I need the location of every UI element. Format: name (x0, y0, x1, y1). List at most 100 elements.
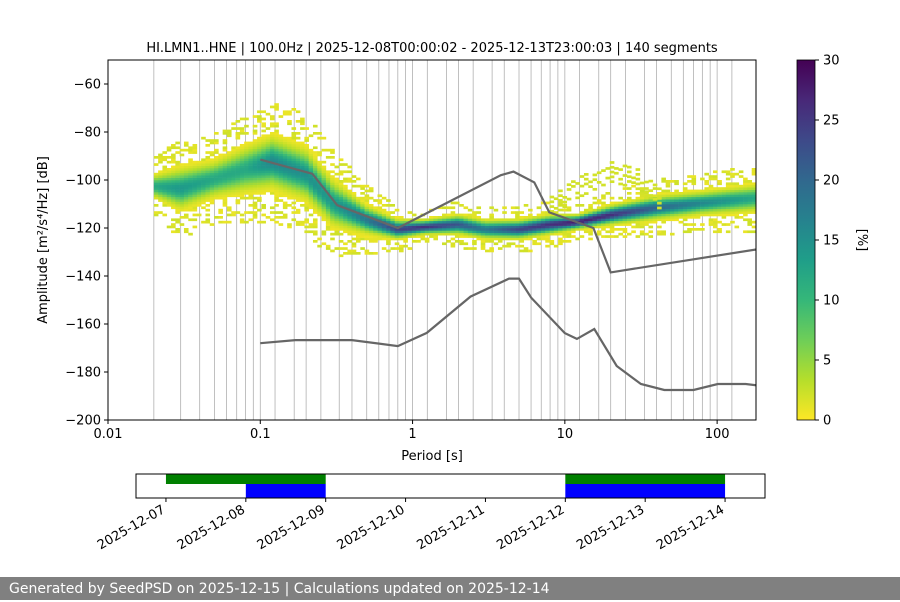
heatmap-cell (467, 208, 473, 212)
heatmap-cell (209, 139, 215, 142)
heatmap-cell (239, 220, 245, 224)
heatmap-cell (691, 216, 697, 219)
heatmap-cell (510, 228, 516, 231)
heatmap-cell (704, 206, 709, 210)
heatmap-cell (592, 225, 598, 229)
heatmap-cell (562, 235, 568, 238)
heatmap-cell (196, 196, 202, 200)
heatmap-cell (188, 182, 193, 186)
heatmap-cell (665, 211, 671, 214)
heatmap-cell (519, 216, 525, 219)
heatmap-cell (347, 189, 352, 193)
heatmap-cell (489, 223, 494, 226)
heatmap-cell (171, 184, 176, 188)
heatmap-cell (635, 206, 641, 210)
heatmap-cell (687, 206, 692, 210)
heatmap-cell (231, 182, 236, 186)
heatmap-cell (661, 216, 666, 219)
y-tick-label: −160 (65, 318, 101, 333)
heatmap-cell (308, 184, 314, 188)
heatmap-cell (743, 211, 748, 214)
heatmap-cell (183, 196, 189, 200)
y-tick-label: −140 (65, 270, 101, 285)
heatmap-cell (205, 213, 211, 217)
heatmap-cell (287, 146, 292, 150)
heatmap-cell (192, 180, 198, 183)
heatmap-cell (317, 136, 322, 140)
heatmap-cell (403, 235, 408, 238)
heatmap-cell (188, 204, 193, 207)
heatmap-cell (282, 156, 288, 159)
heatmap-cell (355, 240, 361, 243)
heatmap-cell (734, 182, 740, 186)
heatmap-cell (162, 204, 168, 207)
heatmap-cell (218, 194, 223, 198)
heatmap-cell (343, 199, 348, 202)
heatmap-cell (196, 160, 202, 164)
heatmap-cell (476, 211, 482, 214)
heatmap-cell (252, 182, 258, 186)
heatmap-cell (291, 146, 297, 150)
heatmap-cell (252, 196, 258, 200)
heatmap-cell (528, 220, 533, 224)
heatmap-cell (252, 204, 258, 207)
heatmap-cell (338, 184, 344, 188)
heatmap-cell (549, 232, 555, 236)
heatmap-cell (407, 247, 413, 250)
heatmap-cell (545, 235, 550, 238)
heatmap-cell (609, 220, 615, 224)
heatmap-cell (407, 225, 413, 229)
heatmap-cell (282, 141, 288, 145)
heatmap-cell (312, 225, 318, 229)
heatmap-cell (261, 156, 266, 159)
heatmap-cell (295, 189, 301, 193)
footer-banner: Generated by SeedPSD on 2025-12-15 | Cal… (0, 577, 900, 600)
heatmap-cell (162, 199, 168, 202)
heatmap-cell (312, 230, 318, 234)
heatmap-cell (360, 247, 365, 250)
heatmap-cell (558, 225, 563, 229)
heatmap-cell (257, 208, 262, 212)
heatmap-cell (747, 211, 752, 214)
heatmap-cell (665, 184, 671, 188)
heatmap-cell (179, 170, 185, 174)
heatmap-cell (171, 187, 176, 190)
heatmap-cell (454, 225, 460, 229)
heatmap-cell (712, 187, 718, 190)
heatmap-cell (695, 204, 701, 207)
heatmap-cell (700, 213, 705, 217)
heatmap-cell (325, 228, 331, 231)
heatmap-cell (300, 122, 305, 126)
heatmap-cell (153, 172, 159, 176)
heatmap-cell (175, 228, 180, 231)
heatmap-cell (214, 165, 219, 169)
heatmap-cell (648, 220, 654, 224)
heatmap-cell (442, 218, 447, 222)
heatmap-cell (687, 228, 692, 231)
availability-bar (245, 484, 326, 498)
heatmap-cell (282, 163, 288, 166)
heatmap-cell (278, 153, 284, 157)
heatmap-cell (304, 184, 309, 188)
heatmap-cell (411, 232, 417, 236)
heatmap-cell (467, 218, 473, 222)
heatmap-cell (205, 199, 211, 202)
heatmap-cell (411, 213, 417, 217)
heatmap-cell (454, 218, 460, 222)
heatmap-cell (171, 177, 176, 181)
heatmap-cell (644, 199, 649, 202)
heatmap-cell (265, 175, 271, 178)
heatmap-cell (467, 247, 473, 250)
heatmap-cell (704, 196, 709, 200)
heatmap-cell (429, 216, 434, 219)
availability-bar (565, 474, 726, 484)
heatmap-cell (450, 213, 456, 217)
heatmap-cell (609, 206, 615, 210)
heatmap-cell (209, 165, 215, 169)
heatmap-cell (274, 175, 279, 178)
heatmap-cell (343, 218, 348, 222)
heatmap-cell (192, 168, 198, 171)
heatmap-cell (304, 175, 309, 178)
heatmap-cell (536, 218, 542, 222)
heatmap-cell (179, 148, 185, 152)
